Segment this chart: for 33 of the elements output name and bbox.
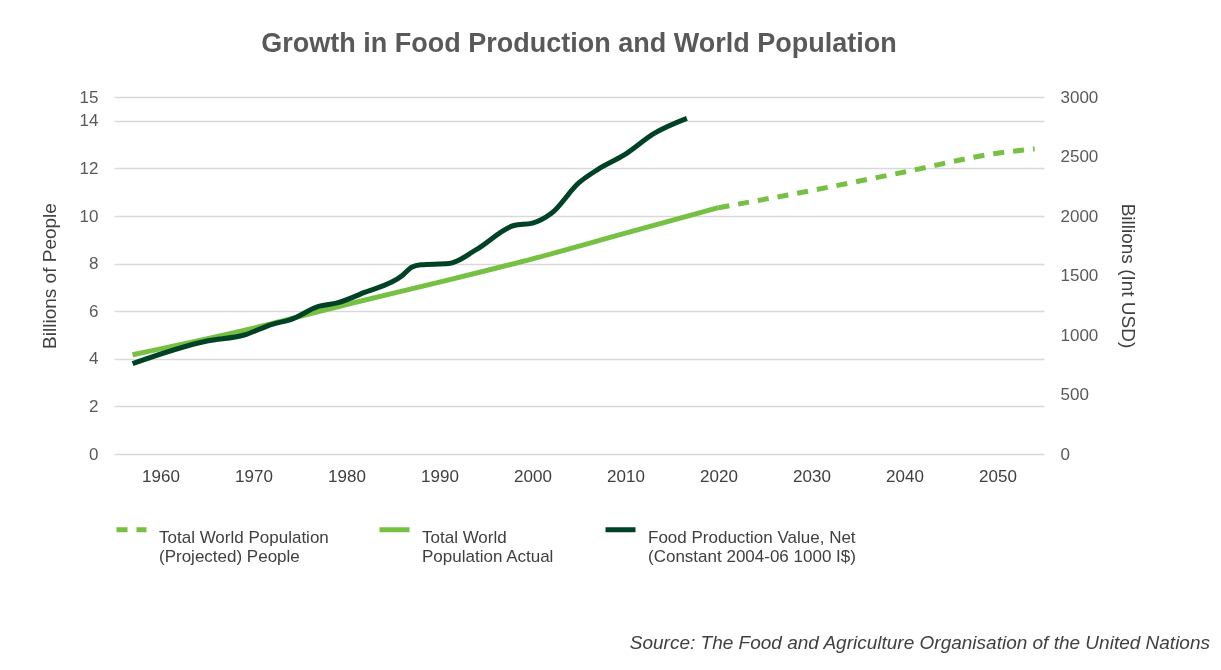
y-tick-label: 12 (79, 158, 99, 178)
y-tick-label: 8 (89, 254, 99, 274)
y2-tick-label: 0 (1060, 444, 1070, 464)
legend-label: Total World Population (Projected) People (159, 527, 329, 566)
y-tick-label: 6 (89, 301, 99, 321)
x-tick-label: 2040 (886, 466, 924, 486)
x-tick-label: 2050 (979, 466, 1017, 486)
x-tick-label: 1980 (328, 466, 366, 486)
y-tick-label: 14 (79, 111, 99, 131)
chart-title: Growth in Food Production and World Population (261, 28, 897, 58)
y2-tick-label: 3000 (1060, 87, 1099, 107)
y-axis-title: Billions of People (38, 203, 60, 349)
y2-tick-label: 500 (1060, 385, 1089, 404)
x-tick-label: 2030 (793, 466, 831, 486)
legend-label: Food Production Value, Net (Constant 2004-06 1000 I$) (648, 527, 856, 566)
y2-tick-label: 1000 (1060, 325, 1099, 345)
x-tick-label: 2000 (514, 466, 552, 486)
source-note: Source: The Food and Agriculture Organisation of the United Nations (628, 632, 1210, 654)
y-tick-label: 0 (89, 444, 99, 464)
y2-tick-label: 2500 (1060, 147, 1099, 166)
x-tick-label: 1960 (142, 466, 180, 486)
x-tick-label: 1970 (235, 466, 273, 486)
y-tick-label: 10 (79, 206, 99, 226)
x-tick-label: 1990 (421, 466, 459, 486)
y2-axis-title: Billions (Int USD) (1118, 203, 1140, 349)
y-tick-label: 2 (89, 396, 99, 416)
y2-tick-label: 2000 (1060, 206, 1099, 226)
x-tick-label: 2020 (700, 466, 738, 486)
y2-tick-label: 1500 (1060, 266, 1099, 285)
y-tick-label: 4 (89, 349, 99, 369)
x-tick-label: 2010 (607, 466, 645, 486)
legend-label: Total World Population Actual (422, 527, 554, 566)
y-tick-label: 15 (79, 87, 99, 107)
